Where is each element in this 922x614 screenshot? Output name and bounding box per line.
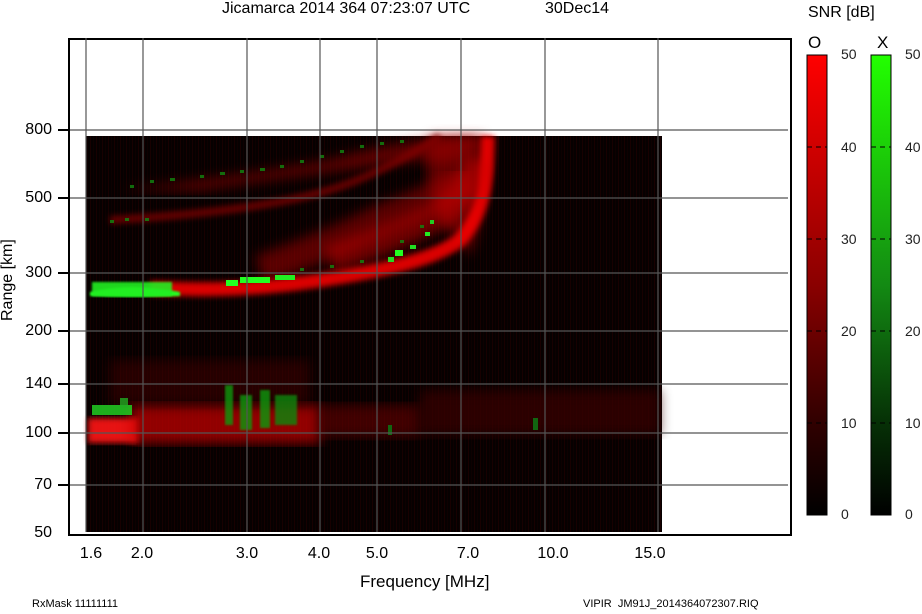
y-tick-800: 800 [25,121,52,138]
o-tick-30: 30 [841,231,857,247]
plot-frame [68,38,792,536]
x-axis-label: Frequency [MHz] [360,572,490,591]
o-tick-50: 50 [841,46,857,62]
x-tick-40: 40 [905,139,921,155]
x-tick-1.6: 1.6 [79,545,103,562]
x-tick-20: 20 [905,323,921,339]
x-tick-10.0: 10.0 [537,545,569,562]
grid-horizontal [68,129,788,486]
grid-vertical [85,38,659,532]
x-tick-30: 30 [905,231,921,247]
o-tick-10: 10 [841,415,857,431]
x-tick-10: 10 [905,415,921,431]
o-tick-20: 20 [841,323,857,339]
y-tick-140: 140 [25,375,52,392]
chart-title: Jicamarca 2014 364 07:23:07 UTC [222,0,471,17]
x-tick-0: 0 [905,506,913,522]
x-colorbar [870,54,892,516]
x-tick-3.0: 3.0 [235,545,259,562]
x-mode-label: X [877,33,889,52]
o-tick-0: 0 [841,506,849,522]
rx-mask-label: RxMask 11111111 [32,598,119,610]
colorbar-title: SNR [dB] [808,4,875,21]
y-tick-500: 500 [25,189,52,206]
chart-date: 30Dec14 [545,0,610,17]
y-tick-300: 300 [25,264,52,281]
y-tick-70: 70 [34,476,52,493]
o-tick-40: 40 [841,139,857,155]
y-tick-50: 50 [34,524,52,541]
y-tick-200: 200 [25,322,52,339]
o-mode-label: O [808,33,822,52]
y-axis-label: Range [km] [0,239,16,321]
o-colorbar [806,54,828,516]
x-tick-50: 50 [905,46,921,62]
y-tick-100: 100 [25,424,52,441]
x-tick-5.0: 5.0 [365,545,389,562]
x-tick-4.0: 4.0 [307,545,331,562]
x-tick-7.0: 7.0 [456,545,480,562]
x-mode-echoes [90,140,538,435]
x-tick-15.0: 15.0 [634,545,666,562]
file-name-label: VIPIR JM91J_2014364072307.RIQ [583,598,759,610]
x-tick-2.0: 2.0 [130,545,154,562]
